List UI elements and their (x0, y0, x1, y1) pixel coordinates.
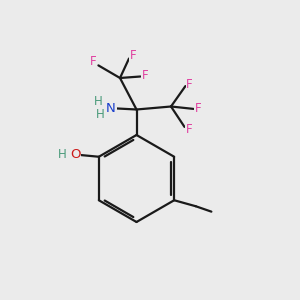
Text: F: F (186, 78, 193, 91)
Text: F: F (142, 69, 148, 82)
Text: N: N (106, 101, 116, 115)
Text: H: H (96, 108, 105, 121)
Text: F: F (185, 123, 192, 136)
Text: O: O (70, 148, 80, 161)
Text: H: H (58, 148, 66, 161)
Text: F: F (195, 102, 202, 116)
Text: F: F (90, 55, 96, 68)
Text: F: F (130, 49, 136, 62)
Text: H: H (94, 95, 103, 108)
